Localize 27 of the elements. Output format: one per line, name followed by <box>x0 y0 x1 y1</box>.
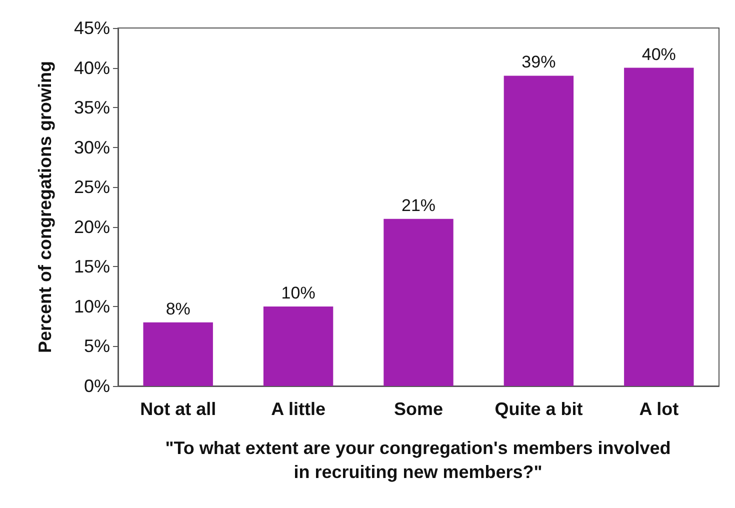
bar <box>504 76 574 386</box>
y-tick-label: 0% <box>84 376 110 396</box>
y-axis-title: Percent of congregations growing <box>35 60 55 354</box>
y-tick-label: 35% <box>74 98 110 118</box>
x-tick-label: Some <box>394 399 444 419</box>
y-tick-label: 25% <box>74 177 110 198</box>
x-tick-label: A lot <box>639 399 679 419</box>
y-tick-label: 15% <box>74 256 110 277</box>
data-label: 21% <box>401 196 436 215</box>
y-tick-label: 45% <box>74 18 110 38</box>
x-tick-label: Quite a bit <box>494 399 583 419</box>
bar <box>624 68 694 386</box>
y-tick-label: 10% <box>74 296 110 316</box>
x-tick-label: Not at all <box>140 399 216 419</box>
data-label: 40% <box>642 44 676 64</box>
data-label: 8% <box>166 299 190 318</box>
data-label: 39% <box>522 52 556 72</box>
data-label: 10% <box>281 283 316 302</box>
x-tick-label: A little <box>271 399 326 419</box>
bar <box>263 306 334 386</box>
y-tick-label: 40% <box>74 58 110 78</box>
x-axis-title: "To what extent are your congregation's members involved in recruiting new members?" <box>165 438 671 482</box>
y-tick-label: 5% <box>84 336 110 356</box>
y-tick-label: 30% <box>74 137 110 158</box>
bar <box>143 322 213 386</box>
y-tick-label: 20% <box>74 216 110 237</box>
bar <box>384 218 454 386</box>
